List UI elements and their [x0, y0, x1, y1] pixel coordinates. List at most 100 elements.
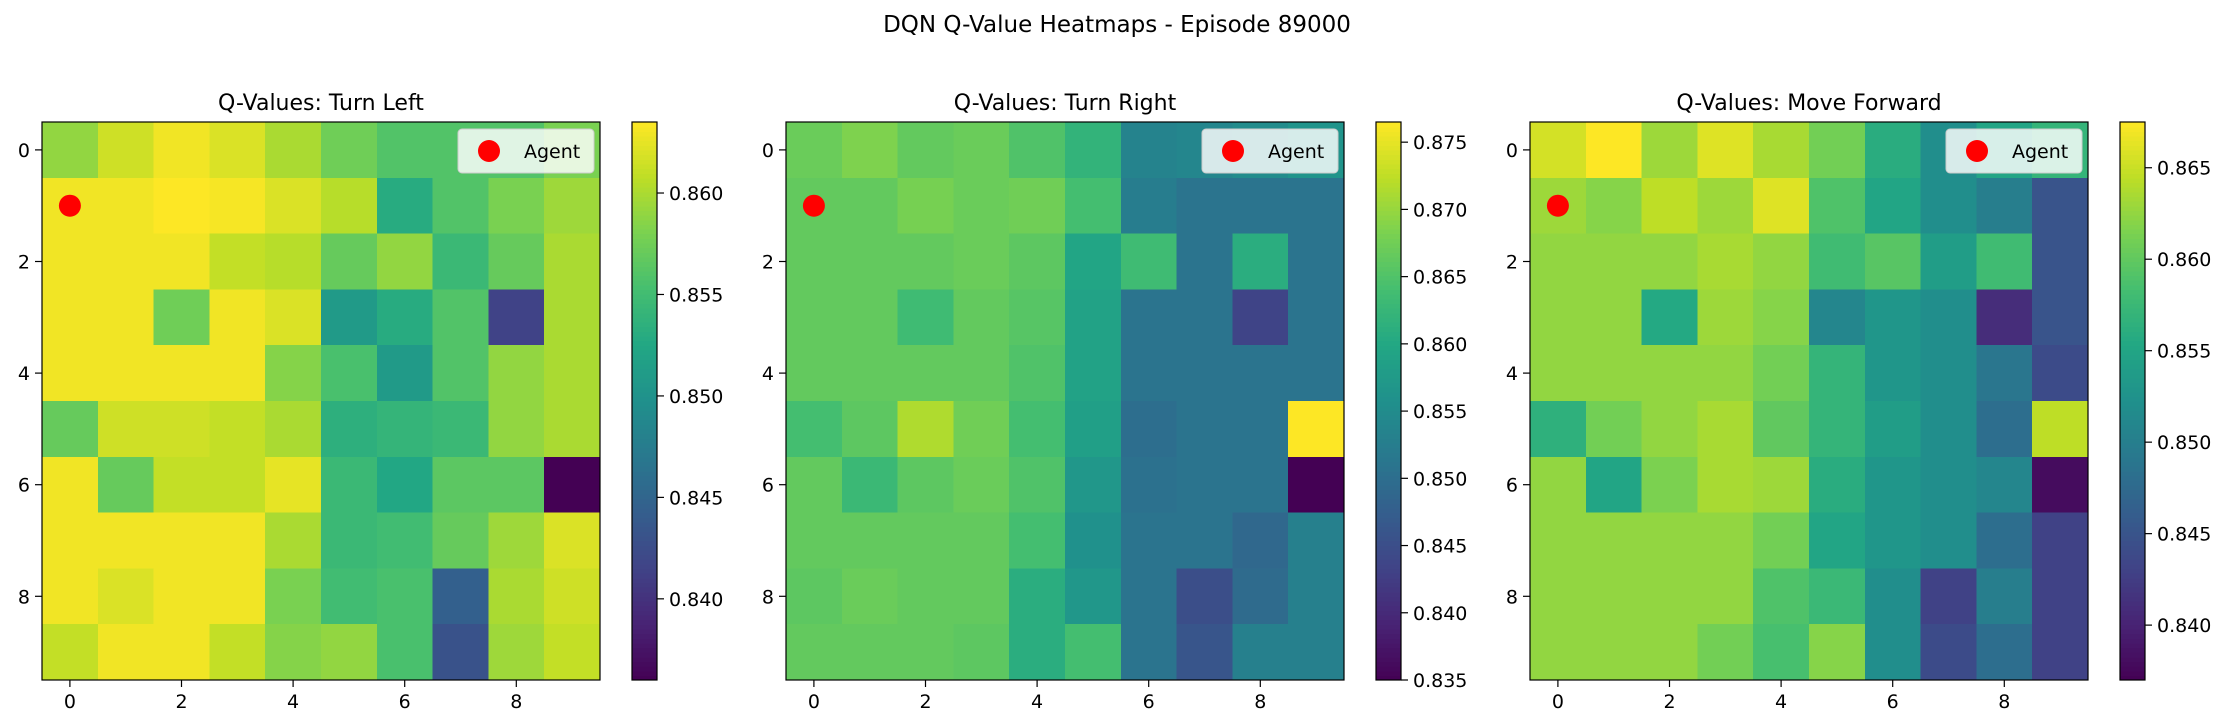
colorbar-segment: [2120, 619, 2145, 625]
heatmap-cell: [1120, 401, 1178, 458]
heatmap-cell: [488, 401, 545, 458]
colorbar-segment: [632, 670, 657, 676]
heatmap-cell: [1809, 122, 1866, 179]
heatmap-cell: [265, 289, 322, 346]
colorbar-segment: [632, 540, 657, 546]
heatmap-cell: [1864, 233, 1922, 290]
colorbar-segment: [1376, 405, 1401, 411]
heatmap-cell: [1530, 122, 1587, 179]
heatmap-cell: [1009, 233, 1066, 290]
colorbar-segment: [632, 424, 657, 430]
colorbar-tick-label: 0.845: [669, 487, 723, 509]
colorbar-segment: [1376, 391, 1401, 397]
heatmap-cell: [953, 289, 1010, 346]
heatmap-cell: [1120, 177, 1178, 235]
legend: Agent: [457, 128, 595, 174]
colorbar-segment: [632, 363, 657, 370]
colorbar-segment: [1376, 196, 1401, 202]
heatmap-cell: [953, 512, 1010, 569]
heatmap-cell: [1585, 456, 1643, 514]
heatmap-cell: [1530, 456, 1587, 514]
colorbar-segment: [2120, 233, 2145, 239]
colorbar-segment: [1376, 484, 1401, 490]
colorbar-segment: [632, 331, 657, 337]
heatmap-cell: [2032, 624, 2089, 681]
heatmap-cell: [786, 122, 843, 179]
colorbar-segment: [632, 619, 657, 625]
colorbar-segment: [2120, 335, 2145, 342]
colorbar-segment: [2120, 321, 2145, 328]
colorbar-segment: [2120, 224, 2145, 230]
heatmap-cell: [376, 568, 434, 625]
heatmap-cell: [953, 233, 1010, 290]
colorbar-segment: [1376, 238, 1401, 244]
colorbar-segment: [1376, 345, 1401, 351]
heatmap-cell: [1641, 177, 1698, 235]
heatmap-cell: [1288, 289, 1345, 346]
heatmap-cell: [209, 177, 266, 235]
colorbar-segment: [2120, 614, 2145, 621]
colorbar-segment: [632, 610, 657, 616]
colorbar-segment: [1376, 507, 1401, 514]
colorbar-segment: [2120, 308, 2145, 314]
heatmap-cell: [2032, 177, 2089, 235]
x-tick-label: 2: [175, 691, 187, 713]
colorbar-segment: [2120, 363, 2145, 370]
colorbar-segment: [632, 187, 657, 193]
colorbar-segment: [632, 266, 657, 272]
heatmap-cell: [1585, 233, 1643, 290]
colorbar-segment: [2120, 577, 2145, 583]
heatmap-cell: [841, 122, 899, 179]
colorbar-segment: [1376, 122, 1401, 128]
colorbar-segment: [2120, 349, 2145, 356]
colorbar-segment: [1376, 494, 1401, 500]
colorbar-segment: [2120, 466, 2145, 472]
axes-frame: [1529, 121, 2089, 681]
colorbar-segment: [632, 503, 657, 509]
heatmap-cell: [1065, 122, 1122, 179]
colorbar-segment: [2120, 652, 2145, 658]
colorbar-segment: [1376, 377, 1401, 383]
colorbar-tick-label: 0.865: [2157, 158, 2211, 180]
heatmap-cell: [1920, 177, 1977, 235]
y-tick-label: 4: [762, 363, 774, 385]
heatmap-cell: [432, 177, 489, 235]
colorbar-segment: [2120, 428, 2145, 435]
colorbar: 0.840 0.845 0.850 0.855 0.860 0.865: [2119, 121, 2211, 681]
colorbar-segment: [632, 470, 657, 476]
heatmap-cell: [1232, 233, 1289, 290]
heatmap-cell: [321, 401, 378, 458]
heatmap-cell: [42, 624, 99, 681]
colorbar-segment: [632, 549, 657, 556]
heatmap-cell: [265, 568, 322, 625]
colorbar-segment: [2120, 605, 2145, 611]
colorbar-segment: [632, 642, 657, 649]
heatmap-cell: [265, 345, 322, 402]
heatmap-cell: [1920, 401, 1977, 458]
colorbar-segment: [632, 517, 657, 523]
heatmap-cell: [1120, 456, 1178, 514]
heatmap-cell: [1288, 512, 1345, 569]
heatmap-cell: [1530, 512, 1587, 569]
heatmap-cell: [42, 122, 99, 179]
colorbar-segment: [2120, 633, 2145, 639]
colorbar-segment: [2120, 456, 2145, 463]
heatmap-cell: [1753, 456, 1810, 514]
heatmap-cell: [1176, 456, 1233, 514]
colorbar-segment: [632, 484, 657, 490]
colorbar-segment: [1376, 661, 1401, 667]
colorbar-segment: [1376, 387, 1401, 393]
heatmap-cell: [1697, 512, 1754, 569]
heatmap-cell: [153, 122, 210, 179]
heatmap-cell: [1920, 345, 1977, 402]
colorbar-segment: [1376, 638, 1401, 644]
heatmap-cell: [432, 345, 489, 402]
heatmap-cell: [1585, 512, 1643, 569]
colorbar-segment: [632, 452, 657, 458]
x-tick-label: 2: [1663, 691, 1675, 713]
heatmap-cell: [2032, 401, 2089, 458]
heatmap-cell: [1809, 456, 1866, 514]
colorbar-segment: [632, 173, 657, 179]
colorbar-segment: [1376, 312, 1401, 318]
heatmap-cell: [42, 456, 99, 514]
